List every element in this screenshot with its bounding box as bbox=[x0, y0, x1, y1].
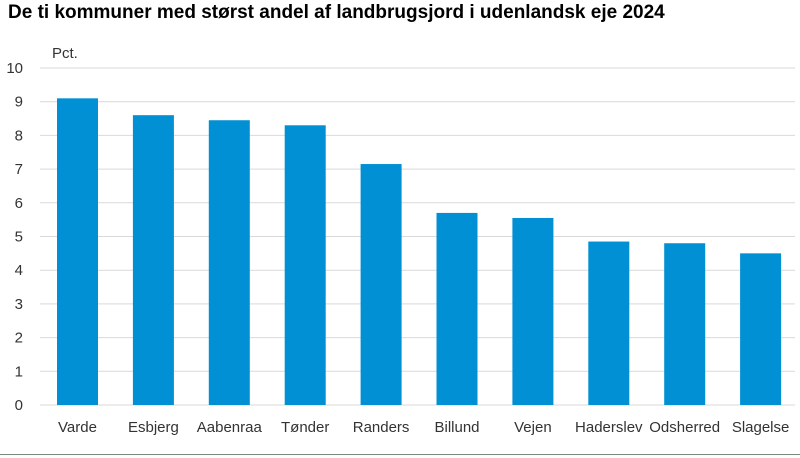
x-category-label: Esbjerg bbox=[128, 419, 179, 436]
x-category-label: Billund bbox=[434, 419, 479, 436]
y-axis-ticks: 0 1 2 3 4 5 6 7 8 9 10 bbox=[6, 60, 23, 414]
x-category-label: Vejen bbox=[514, 419, 552, 436]
y-tick-label: 3 bbox=[15, 296, 23, 313]
y-tick-label: 8 bbox=[15, 127, 23, 144]
y-tick-label: 10 bbox=[6, 60, 23, 77]
x-category-label: Odsherred bbox=[649, 419, 720, 436]
bar-4 bbox=[360, 164, 402, 405]
bar-1 bbox=[132, 115, 174, 406]
y-axis-unit-label: Pct. bbox=[52, 45, 78, 62]
y-tick-label: 2 bbox=[15, 330, 23, 347]
bar-7 bbox=[588, 241, 630, 405]
x-category-label: Slagelse bbox=[732, 419, 790, 436]
y-tick-label: 1 bbox=[15, 363, 23, 380]
x-category-label: Randers bbox=[353, 419, 410, 436]
bottom-rule bbox=[0, 454, 800, 455]
bar-5 bbox=[436, 212, 478, 405]
x-category-label: Aabenraa bbox=[197, 419, 263, 436]
bars bbox=[57, 98, 782, 406]
y-tick-label: 9 bbox=[15, 94, 23, 111]
y-tick-label: 5 bbox=[15, 229, 23, 246]
bar-6 bbox=[512, 217, 554, 405]
x-category-label: Tønder bbox=[281, 419, 329, 436]
x-axis-labels: Varde Esbjerg Aabenraa Tønder Randers Billund… bbox=[58, 419, 789, 436]
bar-3 bbox=[284, 125, 326, 405]
y-tick-label: 4 bbox=[15, 262, 23, 279]
bar-8 bbox=[664, 243, 706, 405]
x-category-label: Haderslev bbox=[575, 419, 643, 436]
bar-2 bbox=[208, 120, 250, 406]
chart-title: De ti kommuner med størst andel af landb… bbox=[8, 2, 665, 23]
y-tick-label: 6 bbox=[15, 195, 23, 212]
y-tick-label: 7 bbox=[15, 161, 23, 178]
bar-9 bbox=[740, 253, 782, 405]
x-category-label: Varde bbox=[58, 419, 97, 436]
y-tick-label: 0 bbox=[15, 397, 23, 414]
bar-0 bbox=[57, 98, 98, 405]
